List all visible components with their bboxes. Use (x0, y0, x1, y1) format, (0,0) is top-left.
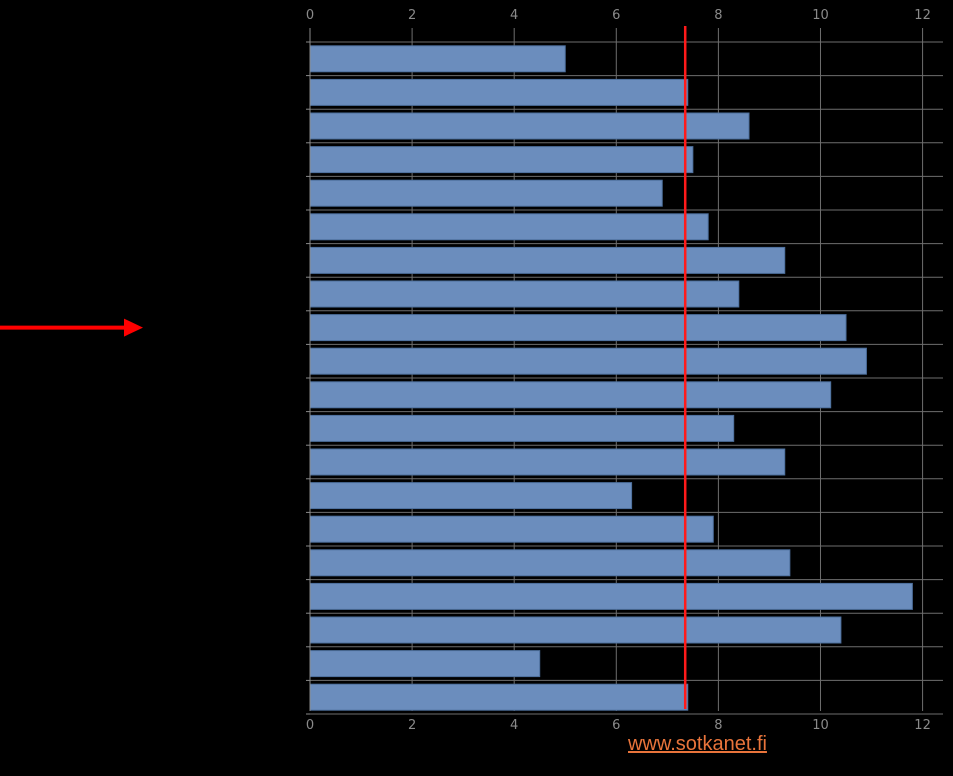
bar-14 (309, 515, 714, 543)
bar-4 (309, 179, 663, 207)
x-tick-label-top-8: 8 (714, 8, 722, 23)
x-tick-label-top-6: 6 (612, 8, 620, 23)
x-tick-label-bottom-2: 2 (408, 718, 416, 733)
x-tick-label-top-2: 2 (408, 8, 416, 23)
x-tick-label-bottom-8: 8 (714, 718, 722, 733)
bar-9 (309, 347, 867, 375)
top-tick-labels: 0 2 4 6 8 10 12 (306, 8, 931, 23)
bar-10 (309, 381, 832, 409)
arrow-right-icon (0, 318, 143, 337)
x-tick-label-top-12: 12 (914, 8, 931, 23)
bar-3 (309, 146, 694, 174)
bar-18 (309, 650, 541, 678)
x-tick-label-bottom-0: 0 (306, 718, 314, 733)
bar-16 (309, 582, 913, 610)
x-tick-label-bottom-10: 10 (812, 718, 829, 733)
bar-11 (309, 414, 735, 442)
bar-15 (309, 549, 791, 577)
bar-2 (309, 112, 750, 140)
bar-17 (309, 616, 842, 644)
x-tick-label-bottom-12: 12 (914, 718, 931, 733)
bottom-tick-labels: 0 2 4 6 8 10 12 (306, 718, 931, 733)
bar-6 (309, 246, 786, 274)
x-tick-label-top-4: 4 (510, 8, 518, 23)
bar-12 (309, 448, 786, 476)
bar-8 (309, 314, 847, 342)
bar-19 (309, 683, 689, 711)
bar-5 (309, 213, 709, 241)
bar-0 (309, 45, 566, 73)
x-tick-label-top-0: 0 (306, 8, 314, 23)
arrow-head (124, 318, 143, 337)
bar-13 (309, 482, 633, 510)
x-tick-label-top-10: 10 (812, 8, 829, 23)
bar-1 (309, 78, 689, 106)
axes (306, 28, 311, 715)
source-link[interactable]: www.sotkanet.fi (628, 733, 767, 755)
bar-7 (309, 280, 740, 308)
x-tick-label-bottom-6: 6 (612, 718, 620, 733)
x-tick-label-bottom-4: 4 (510, 718, 518, 733)
grid-lines (309, 28, 943, 715)
